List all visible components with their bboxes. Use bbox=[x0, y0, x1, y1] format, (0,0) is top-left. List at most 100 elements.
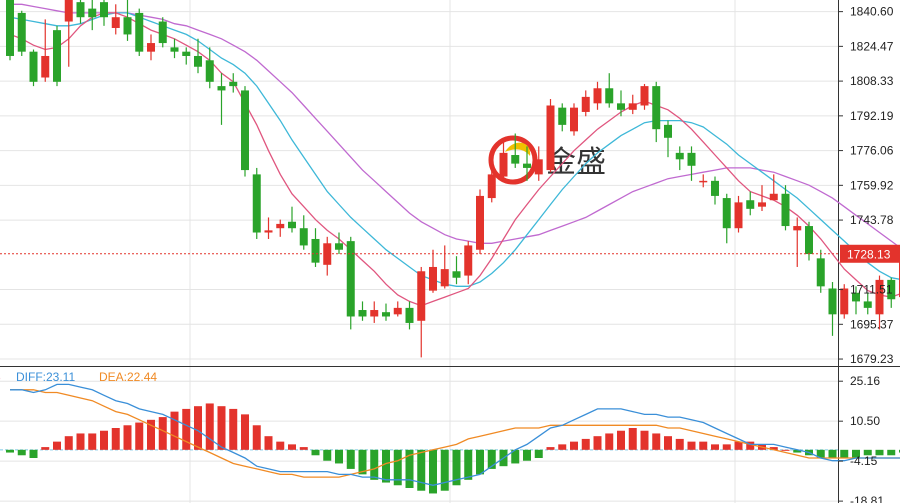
macd-bar bbox=[6, 449, 14, 453]
price-tick-label: 1711.51 bbox=[850, 283, 893, 297]
macd-panel bbox=[0, 383, 900, 494]
macd-bar bbox=[863, 449, 872, 456]
candle-body bbox=[570, 107, 578, 132]
macd-bar bbox=[699, 441, 708, 450]
candle-body bbox=[217, 86, 226, 91]
candle-body bbox=[593, 88, 602, 104]
candle-body bbox=[252, 174, 261, 233]
candle-body bbox=[487, 174, 496, 199]
macd-bar bbox=[487, 449, 496, 469]
diff-line bbox=[10, 383, 900, 486]
last-price-tag bbox=[840, 244, 900, 263]
macd-bar bbox=[628, 428, 637, 450]
candle-body bbox=[147, 43, 155, 52]
macd-bar bbox=[875, 449, 884, 456]
macd-bar bbox=[111, 428, 120, 450]
candle-body bbox=[64, 0, 73, 22]
macd-bar bbox=[581, 438, 590, 450]
price-axis: 1840.60 1824.47 1808.33 1792.19 1776.06 1759.… bbox=[838, 5, 894, 503]
macd-bar bbox=[170, 411, 179, 450]
candle-body bbox=[111, 17, 120, 28]
macd-bar bbox=[664, 436, 672, 450]
macd-bar bbox=[76, 433, 85, 450]
macd-bar bbox=[405, 449, 414, 488]
candle-body bbox=[875, 279, 884, 315]
macd-tick-label: -18.81 bbox=[850, 494, 884, 503]
last-price-value: 1728.13 bbox=[847, 247, 891, 261]
macd-bar bbox=[123, 425, 132, 450]
macd-tick-label: -4.15 bbox=[850, 454, 878, 468]
price-tick-label: 1759.92 bbox=[850, 178, 894, 192]
candle-body bbox=[429, 266, 437, 291]
macd-bar bbox=[476, 449, 484, 475]
candle-body bbox=[311, 238, 320, 263]
last-price-line: 1728.13 bbox=[0, 244, 900, 263]
candle-body bbox=[76, 2, 85, 18]
diff-label: DIFF:23.11 bbox=[16, 370, 75, 384]
candle-body bbox=[229, 81, 238, 87]
macd-bar bbox=[417, 449, 426, 491]
candle-body bbox=[863, 301, 872, 308]
macd-bar bbox=[793, 449, 802, 453]
dea-label: DEA:22.44 bbox=[99, 370, 157, 384]
candles bbox=[6, 0, 900, 358]
macd-bar bbox=[523, 449, 531, 461]
price-tick-label: 1840.60 bbox=[850, 5, 894, 19]
macd-bar bbox=[252, 425, 261, 450]
candle-body bbox=[793, 226, 802, 231]
macd-bar bbox=[229, 408, 238, 450]
candle-body bbox=[805, 226, 813, 255]
macd-bar bbox=[429, 449, 437, 494]
macd-bar bbox=[370, 449, 379, 480]
price-tick-label: 1695.37 bbox=[850, 317, 894, 331]
macd-bar bbox=[887, 449, 896, 456]
candle-body bbox=[323, 243, 332, 265]
watermark-swoosh bbox=[505, 142, 531, 156]
macd-bar bbox=[64, 436, 73, 450]
candle-body bbox=[675, 152, 684, 160]
macd-bar bbox=[182, 408, 191, 450]
macd-bar bbox=[687, 441, 696, 450]
candle-body bbox=[840, 288, 849, 315]
candle-body bbox=[852, 292, 860, 302]
candle-body bbox=[417, 271, 426, 321]
macd-bar bbox=[746, 441, 755, 450]
candle-body bbox=[664, 124, 672, 138]
candle-body bbox=[288, 221, 296, 229]
candle-body bbox=[88, 8, 97, 18]
macd-clipped-label: 3 bbox=[0, 370, 1, 384]
ma-fast-line bbox=[9, 12, 900, 307]
candle-body bbox=[687, 152, 696, 166]
candle-body bbox=[605, 88, 614, 104]
candle-body bbox=[241, 90, 249, 171]
macd-bar bbox=[217, 406, 226, 450]
macd-bar bbox=[675, 438, 684, 450]
candle-body bbox=[816, 258, 825, 287]
macd-bar bbox=[840, 449, 849, 458]
candle-body bbox=[182, 51, 191, 56]
candle-body bbox=[382, 312, 390, 317]
candle-body bbox=[29, 51, 38, 82]
candle-body bbox=[53, 30, 61, 82]
candle-body bbox=[135, 12, 144, 52]
macd-bar bbox=[17, 449, 26, 456]
candle-body bbox=[476, 195, 484, 250]
dea-line bbox=[10, 389, 900, 478]
macd-tick-label: 25.16 bbox=[850, 374, 880, 388]
macd-bar bbox=[147, 419, 155, 450]
macd-bar bbox=[323, 449, 332, 461]
macd-bar bbox=[570, 441, 578, 450]
candle-body bbox=[628, 103, 637, 110]
candle-body bbox=[41, 55, 50, 78]
macd-bar bbox=[194, 406, 202, 450]
candle-body bbox=[887, 279, 896, 300]
price-tick-label: 1792.19 bbox=[850, 109, 894, 123]
macd-bar bbox=[135, 422, 144, 450]
macd-bar bbox=[276, 441, 285, 450]
candle-body bbox=[699, 180, 708, 183]
macd-bar bbox=[41, 447, 50, 450]
macd-legend: 3 DIFF:23.11 DEA:22.44 bbox=[0, 370, 157, 384]
candle-body bbox=[711, 180, 719, 196]
macd-bar bbox=[617, 430, 625, 450]
macd-tick-label: 10.50 bbox=[850, 414, 880, 428]
